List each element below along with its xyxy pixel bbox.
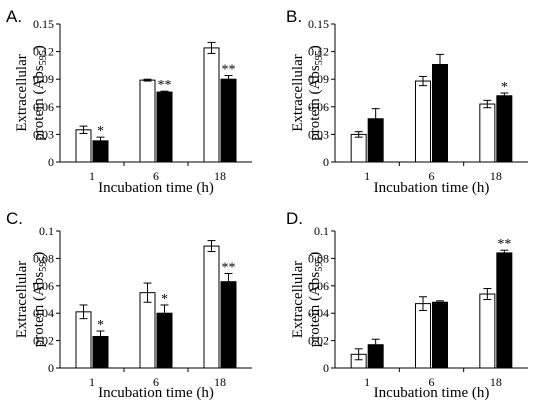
significance-label: * (97, 124, 104, 139)
x-axis-title: Incubation time (h) (374, 180, 490, 196)
significance-label: * (501, 80, 508, 95)
x-tick-label: 6 (429, 169, 435, 183)
significance-label: ** (497, 237, 511, 252)
bar (156, 91, 173, 163)
bar (415, 303, 431, 369)
panel-letter: A. (6, 7, 22, 26)
x-tick-label: 6 (429, 375, 435, 389)
y-tick-label: 0.06 (308, 279, 329, 293)
y-tick-label: 0.1 (39, 224, 54, 238)
y-tick-label: 0.12 (308, 45, 329, 59)
bar (432, 63, 448, 163)
x-axis-title: Incubation time (h) (98, 385, 214, 401)
panel-letter: C. (6, 209, 23, 228)
panel-letter: B. (286, 7, 302, 26)
bar (415, 80, 431, 163)
bar (432, 301, 448, 369)
y-tick-label: 0.06 (33, 279, 54, 293)
chart-panel-3: C. 0 0.02 0.04 0.06 0.08 0.1 1 * 6 * 18 ** Incubation… (6, 209, 252, 401)
significance-label: ** (158, 78, 172, 93)
y-tick-label: 0.08 (33, 251, 54, 265)
bar (479, 293, 496, 369)
y-tick-label: 0 (48, 155, 54, 169)
x-axis-title: Incubation time (h) (374, 385, 490, 401)
panel-letter: D. (286, 209, 303, 228)
bar (220, 78, 237, 163)
x-tick-label: 6 (153, 169, 159, 183)
x-tick-label: 1 (364, 169, 370, 183)
y-tick-label: 0.06 (33, 100, 54, 114)
bar (139, 292, 156, 369)
y-tick-label: 0.12 (33, 45, 54, 59)
y-tick-label: 0 (48, 361, 54, 375)
bar (496, 252, 513, 369)
y-tick-label: 0.08 (308, 251, 329, 265)
y-tick-label: 0.02 (33, 334, 54, 348)
y-axis-title: Extracellularprotein (Abs595) (290, 45, 325, 140)
y-tick-label: 0.03 (33, 127, 54, 141)
significance-label: ** (222, 63, 236, 78)
y-tick-label: 0.1 (314, 224, 329, 238)
y-tick-label: 0.06 (308, 100, 329, 114)
x-axis-title: Incubation time (h) (98, 180, 214, 196)
bar (75, 129, 92, 163)
y-tick-label: 0.04 (308, 306, 329, 320)
bar (203, 245, 220, 369)
x-tick-label: 1 (364, 375, 370, 389)
y-tick-label: 0.04 (33, 306, 54, 320)
x-tick-label: 18 (214, 375, 226, 389)
y-tick-label: 0 (323, 155, 329, 169)
y-tick-label: 0.03 (308, 127, 329, 141)
y-tick-label: 0.09 (33, 72, 54, 86)
significance-label: * (161, 292, 168, 307)
x-tick-label: 18 (490, 375, 502, 389)
chart-panel-2: B. 0 0.03 0.06 0.09 0.12 0.15 1 6 18 * Incubation t… (286, 7, 528, 196)
y-tick-label: 0.15 (308, 17, 329, 31)
significance-label: ** (222, 260, 236, 275)
x-tick-label: 18 (490, 169, 502, 183)
y-axis-title: Extracellularprotein (Abs595) (14, 45, 49, 140)
y-tick-label: 0.02 (308, 334, 329, 348)
y-tick-label: 0.09 (308, 72, 329, 86)
bar (203, 47, 220, 163)
y-tick-label: 0.15 (33, 17, 54, 31)
bar (496, 95, 513, 163)
bar (350, 133, 367, 163)
y-axis-title: Extracellularprotein (Abs595) (290, 252, 325, 347)
bar (479, 103, 496, 163)
bar (75, 311, 92, 369)
y-axis-title: Extracellularprotein (Abs595) (14, 252, 49, 347)
bar (220, 281, 237, 369)
y-tick-label: 0 (323, 361, 329, 375)
chart-panel-4: D. 0 0.02 0.04 0.06 0.08 0.1 1 6 18 ** Incubation t… (286, 209, 528, 401)
x-tick-label: 1 (89, 169, 95, 183)
significance-label: * (97, 318, 104, 333)
x-tick-label: 1 (89, 375, 95, 389)
x-tick-label: 18 (214, 169, 226, 183)
bar (139, 79, 156, 163)
chart-panel-1: A. 0 0.03 0.06 0.09 0.12 0.15 1 * 6 ** 18 ** Incubati… (6, 7, 252, 196)
x-tick-label: 6 (153, 375, 159, 389)
